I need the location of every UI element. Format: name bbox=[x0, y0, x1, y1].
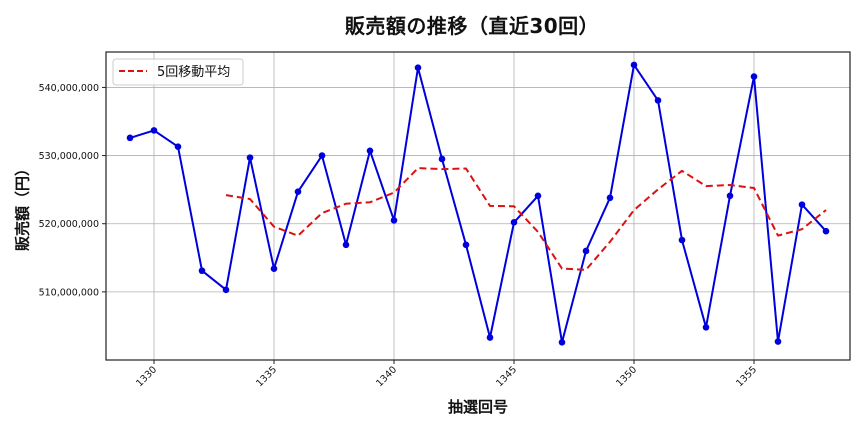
data-point-marker bbox=[702, 323, 710, 331]
legend: 5回移動平均 bbox=[112, 58, 244, 86]
x-tick-label: 1345 bbox=[494, 364, 519, 389]
grid-lines bbox=[106, 52, 850, 360]
y-tick-label: 530,000,000 bbox=[39, 151, 99, 162]
moving-average-line bbox=[225, 167, 827, 271]
series-layer bbox=[126, 61, 830, 346]
y-tick-label: 510,000,000 bbox=[39, 287, 99, 298]
data-point-marker bbox=[798, 201, 806, 208]
data-point-marker bbox=[318, 152, 326, 159]
data-point-marker bbox=[174, 143, 182, 151]
data-point-marker bbox=[294, 188, 302, 195]
x-axis-ticks: 1330 1335 1340 1345 1350 1355 bbox=[134, 360, 759, 389]
data-point-marker bbox=[726, 192, 734, 200]
data-point-marker bbox=[270, 265, 278, 272]
data-point-marker bbox=[486, 334, 494, 341]
data-point-marker bbox=[222, 286, 230, 294]
data-point-marker bbox=[126, 134, 134, 142]
x-tick-label: 1355 bbox=[734, 364, 759, 389]
y-tick-label: 520,000,000 bbox=[39, 219, 99, 230]
data-point-marker bbox=[390, 217, 398, 224]
data-point-marker bbox=[534, 192, 542, 200]
plot-frame bbox=[105, 51, 851, 361]
x-tick-label: 1330 bbox=[134, 364, 159, 389]
legend-box bbox=[112, 58, 244, 86]
data-point-marker bbox=[750, 73, 758, 80]
data-point-marker bbox=[198, 267, 206, 275]
data-point-marker bbox=[510, 219, 518, 226]
data-point-marker bbox=[438, 155, 446, 163]
data-point-marker bbox=[558, 338, 566, 346]
data-point-marker bbox=[822, 227, 830, 235]
x-tick-label: 1350 bbox=[614, 364, 639, 389]
data-point-marker bbox=[582, 247, 590, 255]
sales-line bbox=[129, 63, 827, 344]
data-point-marker bbox=[774, 338, 782, 345]
x-axis-label: 抽選回号 bbox=[447, 398, 508, 416]
data-point-marker bbox=[654, 97, 662, 104]
data-point-marker bbox=[246, 154, 254, 161]
chart-title: 販売額の推移（直近30回） bbox=[344, 14, 600, 38]
data-point-marker bbox=[342, 241, 350, 249]
data-point-marker bbox=[366, 147, 374, 155]
data-point-marker bbox=[462, 241, 470, 249]
x-tick-label: 1340 bbox=[374, 364, 399, 389]
data-point-marker bbox=[150, 127, 158, 134]
data-point-marker bbox=[630, 61, 638, 69]
data-point-marker bbox=[678, 236, 686, 244]
x-tick-label: 1335 bbox=[254, 364, 279, 389]
legend-label: 5回移動平均 bbox=[157, 65, 230, 80]
data-point-marker bbox=[414, 64, 422, 71]
data-point-marker bbox=[606, 194, 614, 202]
y-tick-label: 540,000,000 bbox=[39, 83, 99, 94]
y-axis-ticks: 510,000,000 520,000,000 530,000,000 540,000… bbox=[39, 83, 106, 298]
